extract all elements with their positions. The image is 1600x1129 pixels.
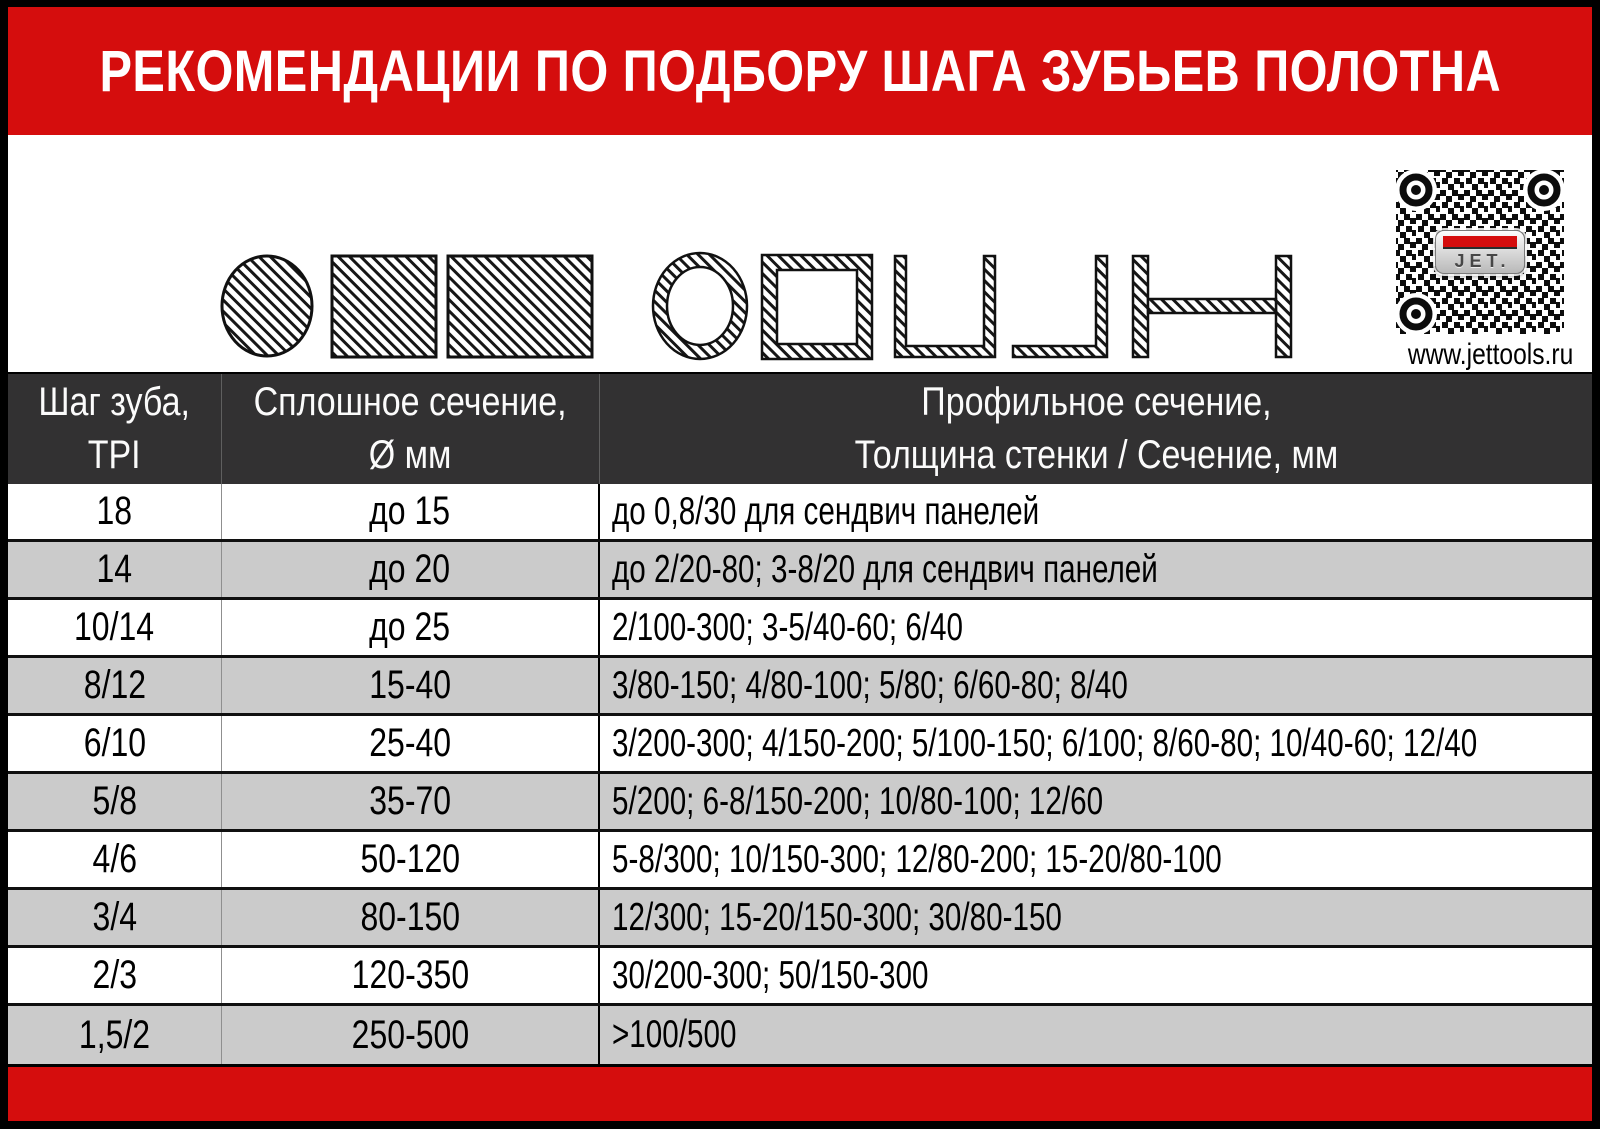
cell-solid-section: 50-120 (222, 832, 600, 887)
cell-profile-section: 30/200-300; 50/150-300 (612, 953, 929, 997)
cell-profile-section: до 0,8/30 для сендвич панелей (612, 489, 1040, 533)
cell-solid-section: 35-70 (222, 774, 600, 829)
col-header-tpi: Шаг зуба, TPI (8, 374, 222, 484)
cell-profile-section: 5/200; 6-8/150-200; 10/80-100; 12/60 (612, 779, 1104, 823)
table-row: 3/4 80-150 12/300; 15-20/150-300; 30/80-… (8, 890, 1592, 948)
cell-solid-section: 120-350 (222, 948, 600, 1003)
cell-solid-section: до 15 (222, 484, 600, 539)
cell-tpi: 8/12 (8, 658, 222, 713)
cell-solid-section: 25-40 (222, 716, 600, 771)
footer-band (8, 1067, 1592, 1121)
col-header-tpi-line2: TPI (88, 433, 141, 477)
cell-profile-section: 12/300; 15-20/150-300; 30/80-150 (612, 895, 1062, 939)
cell-tpi: 6/10 (8, 716, 222, 771)
col-header-solid-line1: Сплошное сечение, (254, 380, 567, 425)
table-row: 4/6 50-120 5-8/300; 10/150-300; 12/80-20… (8, 832, 1592, 890)
jet-logo-text: JET. (1454, 250, 1511, 271)
cell-tpi: 10/14 (8, 600, 222, 655)
cell-tpi: 14 (8, 542, 222, 597)
table-row: 14 до 20 до 2/20-80; 3-8/20 для сендвич … (8, 542, 1592, 600)
page-title: РЕКОМЕНДАЦИИ ПО ПОДБОРУ ШАГА ЗУБЬЕВ ПОЛО… (99, 38, 1501, 104)
cell-tpi: 1,5/2 (8, 1006, 222, 1064)
table-row: 18 до 15 до 0,8/30 для сендвич панелей (8, 484, 1592, 542)
round-bar-icon (220, 254, 314, 358)
flat-bar-icon (446, 254, 594, 359)
square-bar-icon (330, 254, 438, 359)
i-beam-icon (1131, 254, 1293, 359)
channel-icon (893, 254, 997, 359)
table-header-row: Шаг зуба, TPI Сплошное сечение, Ø мм Про… (8, 372, 1592, 484)
cell-solid-section: 80-150 (222, 890, 600, 945)
cell-tpi: 4/6 (8, 832, 222, 887)
angle-icon (1011, 254, 1109, 359)
website-url: www.jettools.ru (1407, 338, 1574, 371)
cell-profile-section: 3/200-300; 4/150-200; 5/100-150; 6/100; … (612, 721, 1478, 765)
cell-profile-section: 3/80-150; 4/80-100; 5/80; 6/60-80; 8/40 (612, 663, 1128, 707)
col-header-solid-line2: Ø мм (369, 433, 452, 477)
title-band: РЕКОМЕНДАЦИИ ПО ПОДБОРУ ШАГА ЗУБЬЕВ ПОЛО… (8, 7, 1592, 135)
qr-code-image (1392, 166, 1568, 338)
col-header-solid-section: Сплошное сечение, Ø мм (222, 374, 600, 484)
cell-profile-section: 5-8/300; 10/150-300; 12/80-200; 15-20/80… (612, 837, 1222, 881)
table-row: 6/10 25-40 3/200-300; 4/150-200; 5/100-1… (8, 716, 1592, 774)
table-row: 5/8 35-70 5/200; 6-8/150-200; 10/80-100;… (8, 774, 1592, 832)
table-row: 2/3 120-350 30/200-300; 50/150-300 (8, 948, 1592, 1006)
cell-solid-section: 250-500 (222, 1006, 600, 1064)
cell-solid-section: до 20 (222, 542, 600, 597)
cell-tpi: 18 (8, 484, 222, 539)
cell-solid-section: до 25 (222, 600, 600, 655)
col-header-profile-line1: Профильное сечение, (920, 380, 1272, 425)
pipe-icon (651, 251, 749, 361)
jet-logo: JET. (1435, 230, 1525, 274)
table-body: 18 до 15 до 0,8/30 для сендвич панелей 1… (8, 484, 1592, 1064)
qr-code: JET. (1392, 166, 1568, 338)
col-header-profile-line2: Толщина стенки / Сечение, мм (854, 433, 1338, 477)
cell-tpi: 2/3 (8, 948, 222, 1003)
cell-profile-section: 2/100-300; 3-5/40-60; 6/40 (612, 605, 964, 649)
table-row: 1,5/2 250-500 >100/500 (8, 1006, 1592, 1064)
col-header-tpi-line1: Шаг зуба, (38, 380, 191, 425)
cell-profile-section: >100/500 (612, 1013, 737, 1056)
profiles-band: JET. www.jettools.ru (8, 135, 1592, 372)
cell-tpi: 5/8 (8, 774, 222, 829)
cell-profile-section: до 2/20-80; 3-8/20 для сендвич панелей (612, 547, 1158, 591)
box-tube-icon (760, 253, 874, 361)
table-row: 8/12 15-40 3/80-150; 4/80-100; 5/80; 6/6… (8, 658, 1592, 716)
section-profiles-illustration (220, 251, 1293, 361)
cell-solid-section: 15-40 (222, 658, 600, 713)
table-row: 10/14 до 25 2/100-300; 3-5/40-60; 6/40 (8, 600, 1592, 658)
cell-tpi: 3/4 (8, 890, 222, 945)
col-header-profile-section: Профильное сечение, Толщина стенки / Сеч… (600, 374, 1592, 484)
jet-logo-red-bar (1443, 236, 1517, 249)
